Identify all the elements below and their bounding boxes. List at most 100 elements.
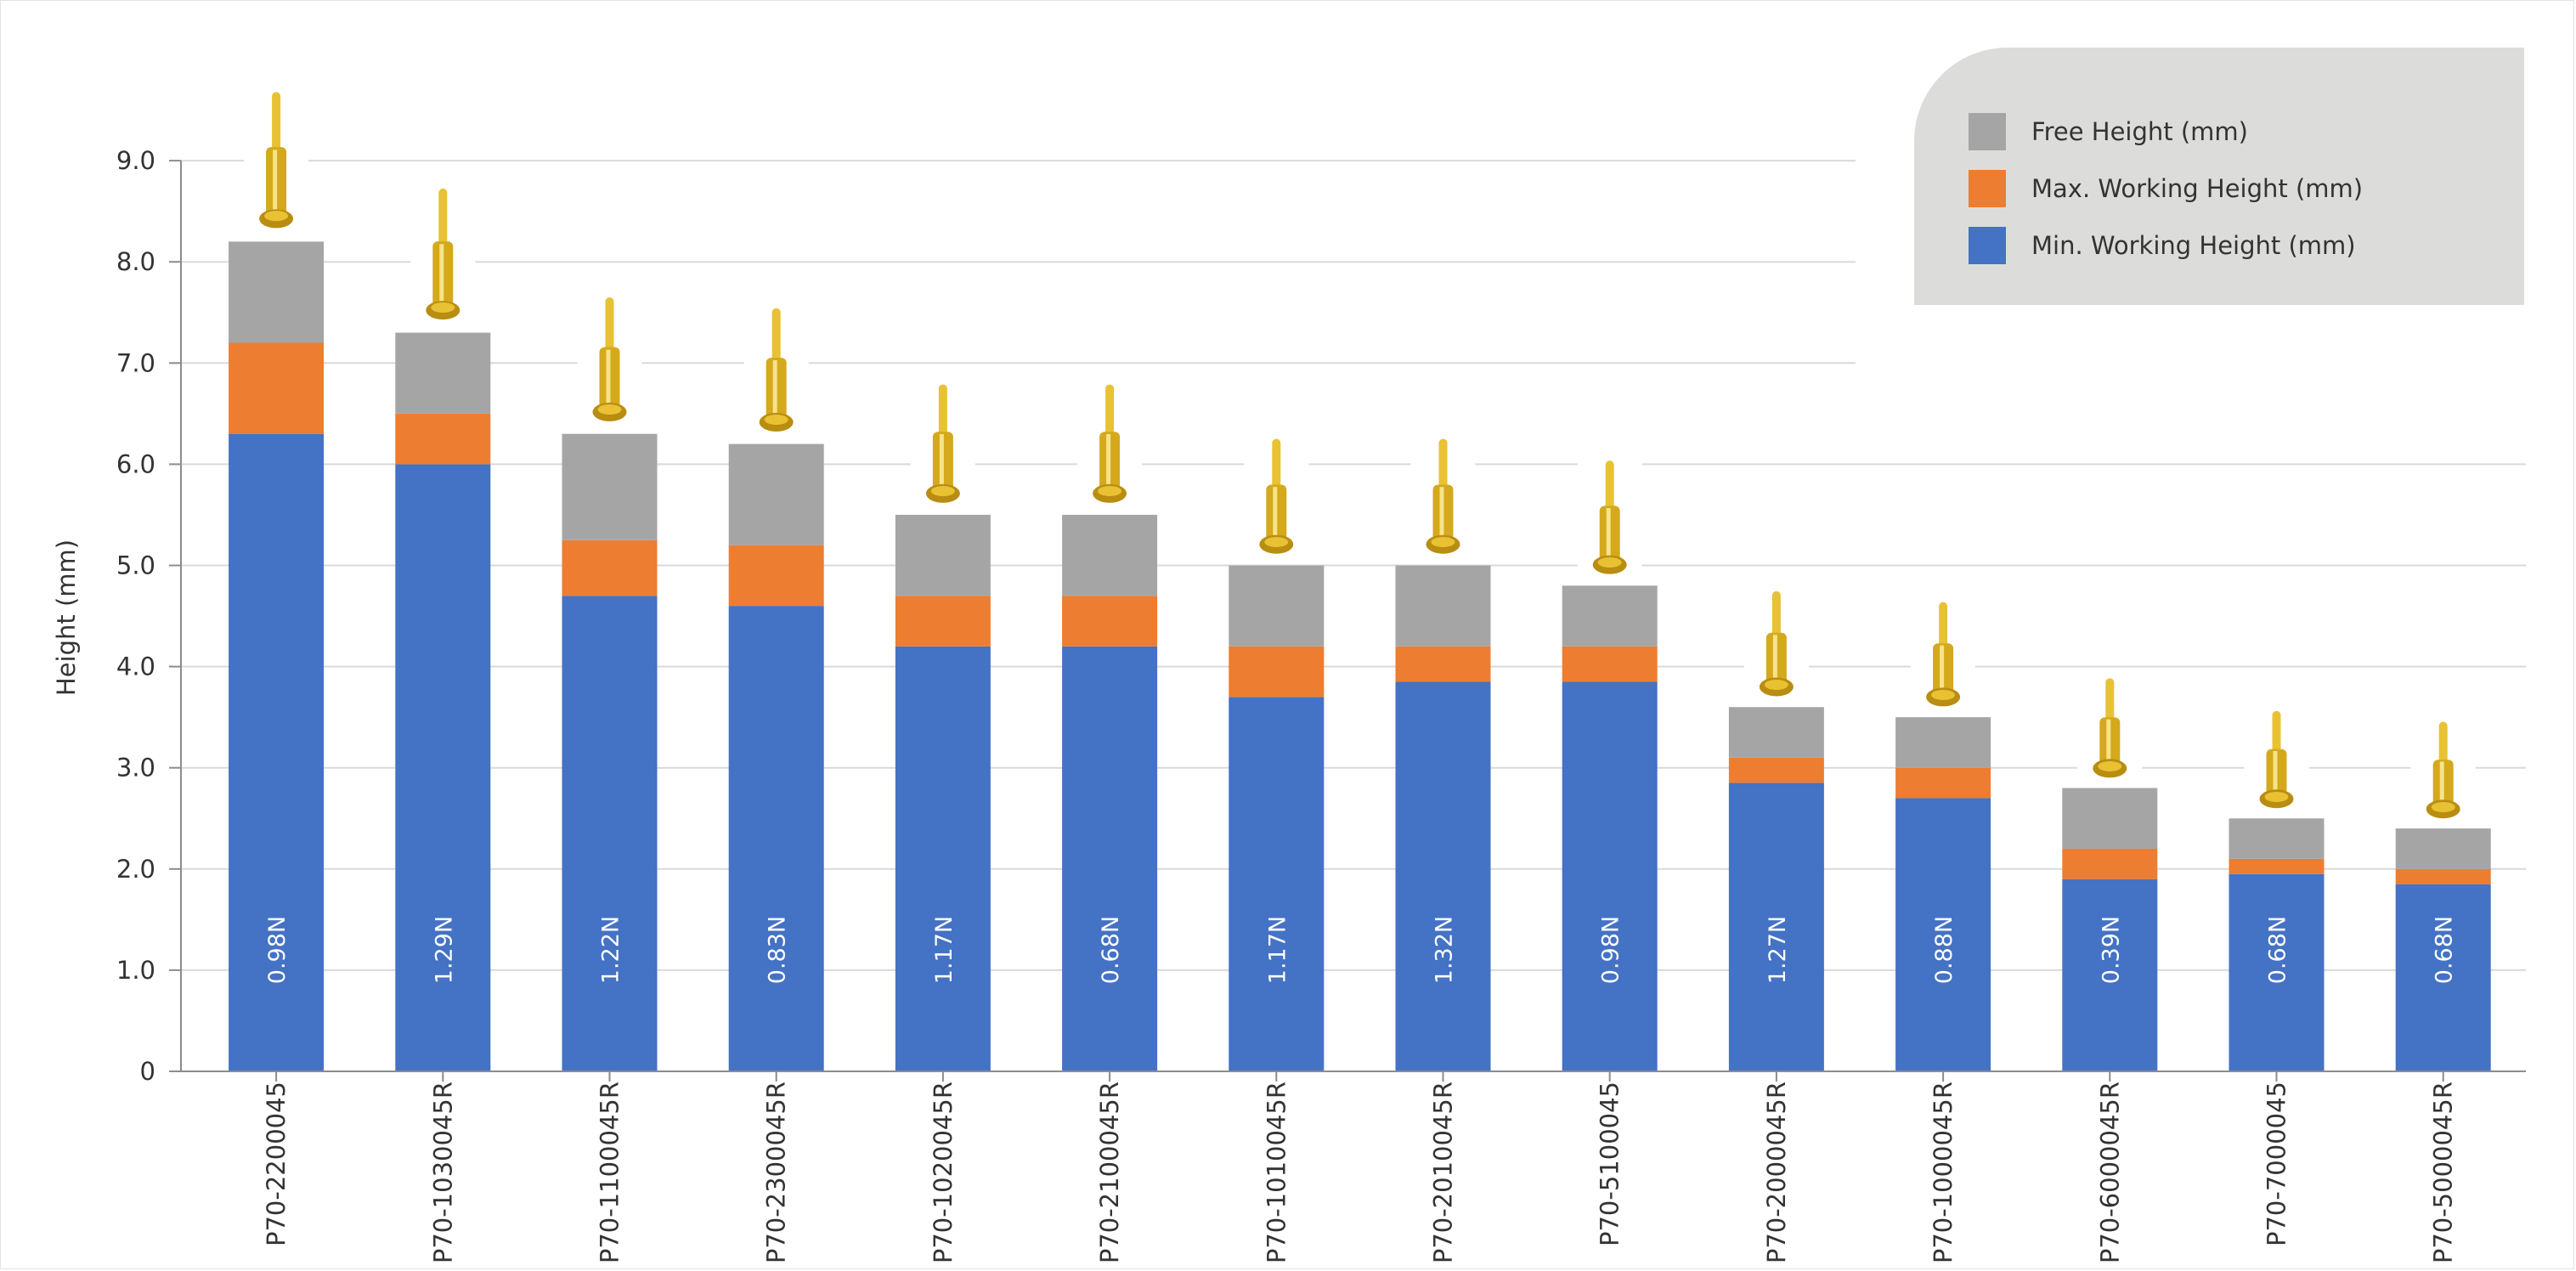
bar-min-working-height: [1062, 646, 1158, 1071]
y-tick-label: 2.0: [116, 855, 155, 884]
pogo-pin-image: [244, 87, 309, 235]
category-label: P70-1020045R: [929, 1082, 958, 1263]
y-tick-label: 5.0: [116, 551, 155, 580]
pin-highlight: [1940, 645, 1945, 693]
pin-head-top: [1431, 537, 1455, 547]
bar-free-height: [2229, 818, 2325, 859]
pin-highlight: [1772, 635, 1777, 683]
pin-plunger: [2105, 678, 2115, 723]
pin-highlight: [772, 360, 777, 418]
bar-min-working-height: [1562, 681, 1658, 1071]
force-data-label: 0.88N: [1931, 916, 1957, 984]
bar-max-working-height: [562, 539, 658, 596]
pin-plunger: [2438, 721, 2448, 765]
pogo-pin-image: [910, 379, 975, 508]
pogo-pin-image: [2077, 673, 2143, 782]
pin-head-top: [2098, 761, 2122, 771]
pin-highlight: [273, 150, 278, 213]
legend-swatch-free-height: [1969, 113, 2006, 150]
y-tick-label: 7.0: [116, 348, 155, 377]
bar-min-working-height: [1229, 697, 1325, 1071]
legend-item-max-working-height: Max. Working Height (mm): [1969, 169, 2524, 208]
pin-highlight: [606, 349, 611, 408]
category-label: P70-7000045: [2262, 1082, 2291, 1246]
bar-max-working-height: [895, 596, 991, 647]
y-axis: 0 1.0 2.0 3.0 4.0 5.0 6.0 7.0 8.0 9.0: [116, 146, 182, 1086]
bar-min-working-height: [2395, 884, 2491, 1071]
pin-head-top: [1597, 557, 1622, 568]
y-axis-title: Height (mm): [52, 539, 81, 696]
pin-plunger: [605, 297, 614, 353]
bar-free-height: [1895, 717, 1991, 768]
bar-max-working-height: [1895, 767, 1991, 799]
bar-min-working-height: [229, 433, 325, 1071]
legend-item-min-working-height: Min. Working Height (mm): [1969, 226, 2524, 265]
category-label: P70-2100045R: [1095, 1082, 1124, 1263]
bar-free-height: [1728, 707, 1824, 758]
bar-min-working-height: [1895, 798, 1991, 1071]
y-tick-label: 6.0: [116, 449, 155, 478]
pin-plunger: [438, 188, 448, 248]
y-tick-label: 3.0: [116, 754, 155, 782]
pin-highlight: [2439, 761, 2444, 805]
bar-free-height: [562, 433, 658, 540]
pin-highlight: [2106, 719, 2111, 765]
pin-plunger: [938, 384, 947, 438]
pin-head-top: [1764, 680, 1788, 690]
bar-max-working-height: [2229, 858, 2325, 874]
legend-label-free-height: Free Height (mm): [2031, 117, 2248, 146]
bar-min-working-height: [895, 646, 991, 1071]
y-tick-label: 1.0: [116, 956, 155, 985]
bar-max-working-height: [2062, 848, 2158, 879]
pin-highlight: [1606, 508, 1611, 561]
bar-free-height: [1395, 565, 1491, 647]
pin-head-top: [1264, 537, 1289, 547]
y-tick-label: 9.0: [116, 146, 155, 175]
category-label: P70-1030045R: [428, 1082, 457, 1263]
pin-head-top: [264, 211, 289, 222]
pin-plunger: [1939, 602, 1948, 649]
pogo-pin-image: [1077, 379, 1143, 508]
category-label: P70-5000045R: [2429, 1082, 2458, 1263]
bar-free-height: [895, 514, 991, 596]
force-data-label: 0.83N: [765, 916, 791, 984]
force-data-label: 1.17N: [1264, 916, 1291, 984]
pogo-pin-image: [577, 291, 642, 427]
category-label: P70-5100045: [1596, 1082, 1624, 1246]
force-data-label: 0.68N: [1098, 916, 1124, 984]
bar-min-working-height: [562, 596, 658, 1071]
category-label: P70-1100045R: [596, 1082, 624, 1263]
y-tick-label: 4.0: [116, 652, 155, 681]
force-data-label: 0.98N: [1598, 916, 1624, 984]
category-label: P70-2200045: [262, 1082, 291, 1246]
pin-highlight: [939, 434, 944, 489]
pin-head-top: [597, 404, 622, 415]
bar-max-working-height: [2395, 868, 2491, 884]
pin-head-top: [2264, 792, 2289, 802]
pogo-pin-image: [743, 302, 809, 438]
y-tick-label: 0: [140, 1057, 155, 1086]
pin-plunger: [1771, 590, 1781, 638]
pin-head-top: [2431, 802, 2455, 812]
pin-highlight: [439, 244, 444, 305]
pin-highlight: [1273, 487, 1278, 540]
y-tick-label: 8.0: [116, 247, 155, 276]
force-data-label: 0.39N: [2098, 916, 2124, 984]
force-data-label: 1.22N: [598, 916, 624, 984]
pogo-pin-image: [2410, 716, 2476, 822]
legend-item-free-height: Free Height (mm): [1969, 112, 2524, 151]
force-data-label: 1.27N: [1765, 916, 1791, 984]
pin-head-top: [1098, 486, 1122, 496]
category-label: P70-2010045R: [1429, 1082, 1458, 1263]
force-data-label: 1.32N: [1432, 916, 1458, 984]
pin-plunger: [1105, 384, 1115, 438]
force-data-label: 0.68N: [2432, 916, 2458, 984]
pin-plunger: [1605, 460, 1614, 512]
legend-label-min-working-height: Min. Working Height (mm): [2031, 231, 2356, 260]
bar-max-working-height: [229, 342, 325, 434]
bar-min-working-height: [2229, 873, 2325, 1071]
legend: Free Height (mm) Max. Working Height (mm…: [1914, 48, 2524, 305]
bar-min-working-height: [728, 606, 824, 1071]
pin-head-top: [930, 486, 955, 496]
